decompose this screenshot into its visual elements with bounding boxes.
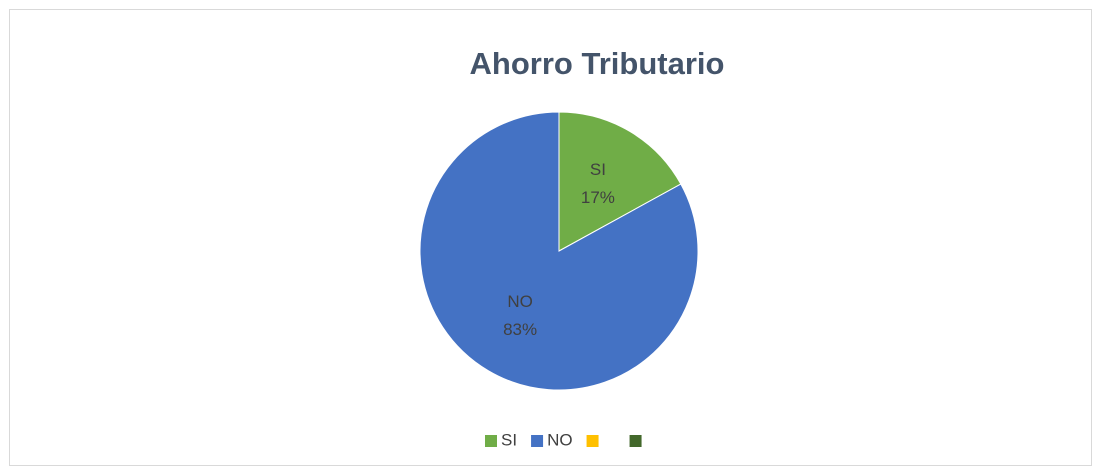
data-label-category: SI <box>590 161 606 180</box>
legend-swatch <box>485 435 497 447</box>
legend-label: NO <box>547 430 573 449</box>
data-label-category: NO <box>507 292 533 311</box>
pie-slice <box>419 111 699 391</box>
legend-swatch <box>531 435 544 447</box>
legend-swatch <box>629 435 642 447</box>
legend-swatch <box>586 435 599 447</box>
legend-label: SI <box>501 430 517 449</box>
data-label-value: 17% <box>581 189 615 208</box>
data-label: NO 83% <box>503 292 537 339</box>
pie-slice <box>558 111 682 252</box>
chart-title: Ahorro Tributario <box>470 46 725 81</box>
data-label-value: 83% <box>503 320 537 339</box>
data-label: SI 17% <box>581 161 615 208</box>
